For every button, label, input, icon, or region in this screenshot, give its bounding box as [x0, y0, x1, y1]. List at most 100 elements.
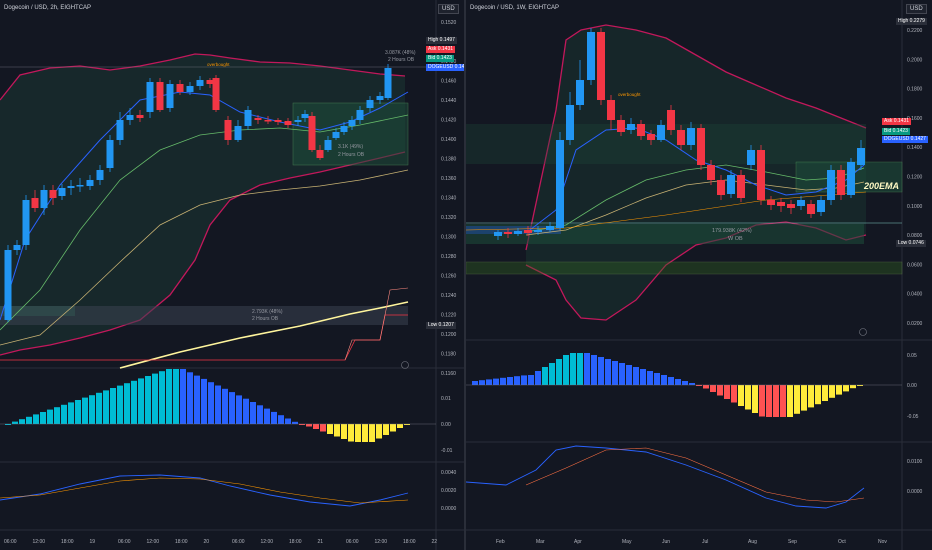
osc-line-fast: [0, 474, 409, 507]
chart-settings-icon: [401, 361, 409, 369]
histogram-bar: [243, 398, 249, 424]
candle: [13, 245, 21, 250]
candle: [384, 68, 392, 98]
histogram-bar: [500, 377, 506, 385]
candle: [324, 140, 332, 150]
candle: [156, 82, 164, 110]
candle: [234, 126, 242, 140]
time-tick-label: 20: [204, 539, 210, 545]
overbought-label: overbought: [618, 92, 641, 97]
price-tick-label: 0.1460: [441, 79, 457, 85]
price-tick-label: 0.1520: [441, 20, 457, 26]
histogram-bar: [738, 385, 744, 406]
bollinger-lower: [0, 151, 406, 356]
candle: [116, 120, 124, 140]
ma-mid-line: [0, 114, 409, 331]
histogram-bar: [619, 363, 625, 385]
histogram-bar: [404, 424, 410, 425]
histogram-bar: [773, 385, 779, 417]
chart-settings-icon: [859, 328, 867, 336]
price-tick-label: 0.0800: [907, 233, 923, 239]
left-currency-button[interactable]: USD: [438, 4, 459, 14]
price-tag: Low 0.1207: [426, 322, 456, 329]
candle: [677, 130, 685, 145]
candle: [767, 200, 775, 205]
time-tick-label: 12:00: [261, 539, 274, 545]
ema-200-line: [119, 301, 409, 369]
time-tick-label: Oct: [838, 539, 846, 545]
panel-divider[interactable]: [464, 0, 466, 550]
histogram-bar: [815, 385, 821, 405]
candle: [96, 170, 104, 180]
histogram-bar: [187, 372, 193, 424]
price-tag: Bid 0.1423: [426, 55, 454, 62]
ob-label-mid-sub: 2 Hours OB: [338, 152, 365, 158]
histogram-bar: [397, 424, 403, 428]
price-tick-label: 0.1800: [907, 87, 923, 93]
histogram-bar: [229, 392, 235, 424]
histogram-bar: [40, 412, 46, 424]
price-tick-label: 0.1380: [441, 157, 457, 163]
histogram-bar: [47, 409, 53, 424]
price-tick-label: 0.1600: [907, 116, 923, 122]
histogram-bar: [124, 383, 130, 424]
candle: [332, 132, 340, 138]
price-tick-label: 0.1420: [441, 118, 457, 124]
right-chart-panel[interactable]: 0.2200 0.2000 0.1800 0.1600 0.1400 0.1200 0.10…: [466, 0, 932, 550]
price-tick-label: 0.1440: [441, 98, 457, 104]
weekly-ob-label-sub: W OB: [728, 236, 743, 242]
candle: [40, 190, 48, 208]
right-currency-button[interactable]: USD: [906, 4, 927, 14]
time-tick-label: Feb: [496, 539, 505, 545]
histogram-bar: [822, 385, 828, 401]
histogram-bar: [745, 385, 751, 410]
histogram-bar: [131, 380, 137, 424]
histogram-bar: [376, 424, 382, 439]
price-tick-label: 0.1300: [441, 235, 457, 241]
left-chart-canvas[interactable]: 0.15200.15000.14800.14600.14400.14200.14…: [0, 0, 464, 550]
histogram-bar: [682, 381, 688, 385]
candle: [737, 175, 745, 198]
ma-slow-line: [0, 169, 409, 346]
candle: [244, 110, 252, 126]
price-tick-label: 0.1400: [907, 145, 923, 151]
candle: [67, 186, 75, 188]
histogram-bar: [68, 402, 74, 424]
osc1-tick-label: -0.05: [907, 414, 919, 420]
price-tag: Bid 0.1423: [882, 128, 910, 135]
candle: [687, 128, 695, 145]
histogram-bar: [780, 385, 786, 417]
histogram-bar: [556, 359, 562, 385]
ma-slow-line: [525, 179, 865, 236]
candle: [340, 126, 348, 132]
histogram-bar: [787, 385, 793, 417]
histogram-bar: [306, 424, 312, 427]
time-tick-label: 12:00: [147, 539, 160, 545]
ob-label-low-sub: 2 Hours OB: [252, 316, 279, 322]
histogram-bar: [208, 382, 214, 424]
time-tick-label: 18:00: [403, 539, 416, 545]
histogram-bar: [152, 373, 158, 424]
price-tick-label: 0.1160: [441, 371, 456, 377]
support-step-line-2: [344, 287, 409, 361]
time-tick-label: 06:00: [346, 539, 359, 545]
histogram-bar: [829, 385, 835, 398]
candle: [176, 84, 184, 92]
histogram-bar: [535, 371, 541, 385]
histogram-bar: [264, 408, 270, 424]
left-chart-panel[interactable]: 0.15200.15000.14800.14600.14400.14200.14…: [0, 0, 464, 550]
histogram-bar: [626, 365, 632, 385]
time-tick-label: Sep: [788, 539, 797, 545]
price-tick-label: 0.1400: [441, 137, 457, 143]
candle: [566, 105, 574, 140]
price-tag: Ask 0.1431: [882, 118, 912, 125]
right-chart-canvas[interactable]: 0.2200 0.2000 0.1800 0.1600 0.1400 0.1200 0.10…: [466, 0, 932, 550]
histogram-bar: [180, 369, 186, 424]
weekly-ob-zone-left: [466, 226, 561, 234]
price-tick-label: 0.1240: [441, 293, 457, 299]
candle: [254, 118, 262, 120]
histogram-bar: [89, 395, 95, 424]
histogram-bar: [362, 424, 368, 442]
time-tick-label: Jun: [662, 539, 670, 545]
histogram-bar: [12, 421, 18, 424]
